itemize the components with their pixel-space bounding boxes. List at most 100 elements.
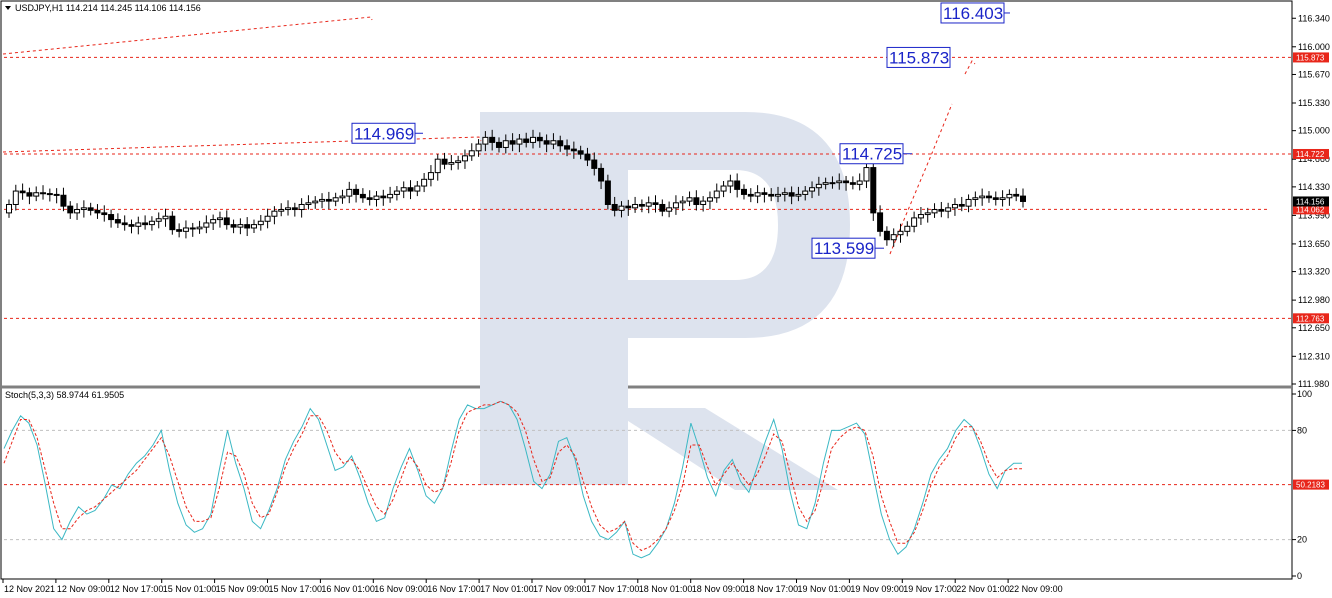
- candle-body: [530, 136, 537, 143]
- time-tick-label: 22 Nov 09:00: [1009, 584, 1063, 594]
- candle-body: [475, 143, 482, 152]
- candle-body: [53, 193, 60, 196]
- time-axis: 12 Nov 2021 12 Nov 09:00 12 Nov 17:00 15 No…: [2, 579, 1063, 594]
- candle-body: [489, 136, 496, 143]
- candle-body: [802, 190, 809, 195]
- candle-body: [414, 185, 421, 192]
- candle-body: [128, 224, 135, 227]
- candle-body: [611, 203, 618, 211]
- candle-body: [346, 188, 353, 197]
- candle-body: [366, 197, 373, 200]
- candle-body: [121, 222, 128, 226]
- time-tick-label: 12 Nov 17:00: [110, 584, 164, 594]
- candle-body: [1013, 193, 1020, 197]
- candle-body: [706, 197, 713, 202]
- candle-body: [244, 224, 251, 229]
- level-tag-label: 114.722: [1296, 150, 1325, 159]
- candle-body: [775, 193, 782, 197]
- time-tick-label: 16 Nov 01:00: [321, 584, 375, 594]
- candle-body: [46, 193, 53, 196]
- candle-body: [693, 197, 700, 205]
- price-tick-label: 112.650: [1298, 323, 1330, 333]
- candle-body: [999, 197, 1006, 200]
- candle-body: [768, 193, 775, 197]
- candle-body: [461, 155, 468, 162]
- candle-body: [931, 209, 938, 214]
- candle-body: [849, 182, 856, 185]
- candle-body: [441, 158, 448, 165]
- candle-body: [257, 220, 264, 226]
- candle-body: [836, 180, 843, 184]
- price-box-label: 116.403: [943, 4, 1003, 23]
- candle-body: [904, 225, 911, 232]
- forecast-annotations: 116.403 115.873 114.969 114.725 113.599: [351, 2, 1010, 259]
- candle-body: [992, 197, 999, 200]
- candle-body: [114, 219, 121, 224]
- candle-body: [843, 180, 850, 184]
- candle-body: [822, 182, 829, 185]
- candle-body: [877, 212, 884, 232]
- candle-body: [135, 222, 142, 227]
- candle-body: [679, 200, 686, 204]
- price-axis: 116.340 116.000 115.670 115.330 115.000 114.6…: [1292, 13, 1330, 389]
- candle-body: [80, 207, 87, 211]
- candle-body: [652, 202, 659, 205]
- candle-body: [182, 227, 189, 232]
- candle-body: [393, 190, 400, 195]
- candle-body: [427, 172, 434, 180]
- level-tag: [1293, 52, 1329, 63]
- time-tick-label: 19 Nov 09:00: [850, 584, 904, 594]
- candle-body: [618, 205, 625, 211]
- time-tick-label: 19 Nov 01:00: [798, 584, 852, 594]
- candle-body: [216, 217, 223, 221]
- candle-body: [754, 192, 761, 197]
- candle-body: [196, 226, 203, 230]
- price-tick-label: 113.650: [1298, 239, 1330, 249]
- candle-body: [264, 215, 271, 222]
- collapse-triangle-icon[interactable]: [5, 6, 11, 10]
- stoch-tick-label: 20: [1297, 535, 1307, 545]
- candle-body: [911, 217, 918, 227]
- candle-body: [12, 190, 19, 205]
- current-price-label: 114.156: [1296, 197, 1325, 206]
- price-tick-label: 112.980: [1298, 295, 1330, 305]
- candle-body: [700, 200, 707, 205]
- candle-body: [298, 203, 305, 211]
- candle-body: [60, 194, 67, 207]
- price-tick-label: 114.660: [1298, 154, 1330, 164]
- candle-body: [210, 219, 217, 224]
- candle-body: [162, 215, 169, 220]
- level-tag-label: 114.062: [1296, 205, 1325, 214]
- candle-body: [189, 227, 196, 230]
- candle-body: [468, 150, 475, 157]
- candle-body: [67, 205, 74, 214]
- candle-body: [577, 150, 584, 155]
- candle-body: [19, 190, 26, 194]
- candle-body: [638, 203, 645, 207]
- candle-body: [305, 202, 312, 205]
- candle-body: [1006, 193, 1013, 199]
- candle-body: [788, 192, 795, 197]
- candle-body: [795, 193, 802, 197]
- candle-body: [672, 202, 679, 209]
- stoch-tick-label: 80: [1297, 425, 1307, 435]
- candle-body: [380, 195, 387, 199]
- candle-body: [271, 210, 278, 217]
- candle-body: [897, 230, 904, 236]
- candle-body: [924, 212, 931, 216]
- candle-body: [550, 140, 557, 145]
- current-price-tag: [1293, 196, 1329, 207]
- candle-body: [482, 136, 489, 145]
- candle-body: [33, 192, 40, 197]
- time-tick-label: 12 Nov 09:00: [57, 584, 111, 594]
- candle-body: [945, 207, 952, 212]
- candle-body: [26, 192, 33, 197]
- level-tag: [1293, 204, 1329, 215]
- time-tick-label: 15 Nov 01:00: [163, 584, 217, 594]
- candle-body: [985, 195, 992, 199]
- candle-body: [570, 148, 577, 152]
- price-tick-label: 113.320: [1298, 267, 1330, 277]
- time-tick-label: 19 Nov 17:00: [903, 584, 957, 594]
- candle-body: [312, 200, 319, 204]
